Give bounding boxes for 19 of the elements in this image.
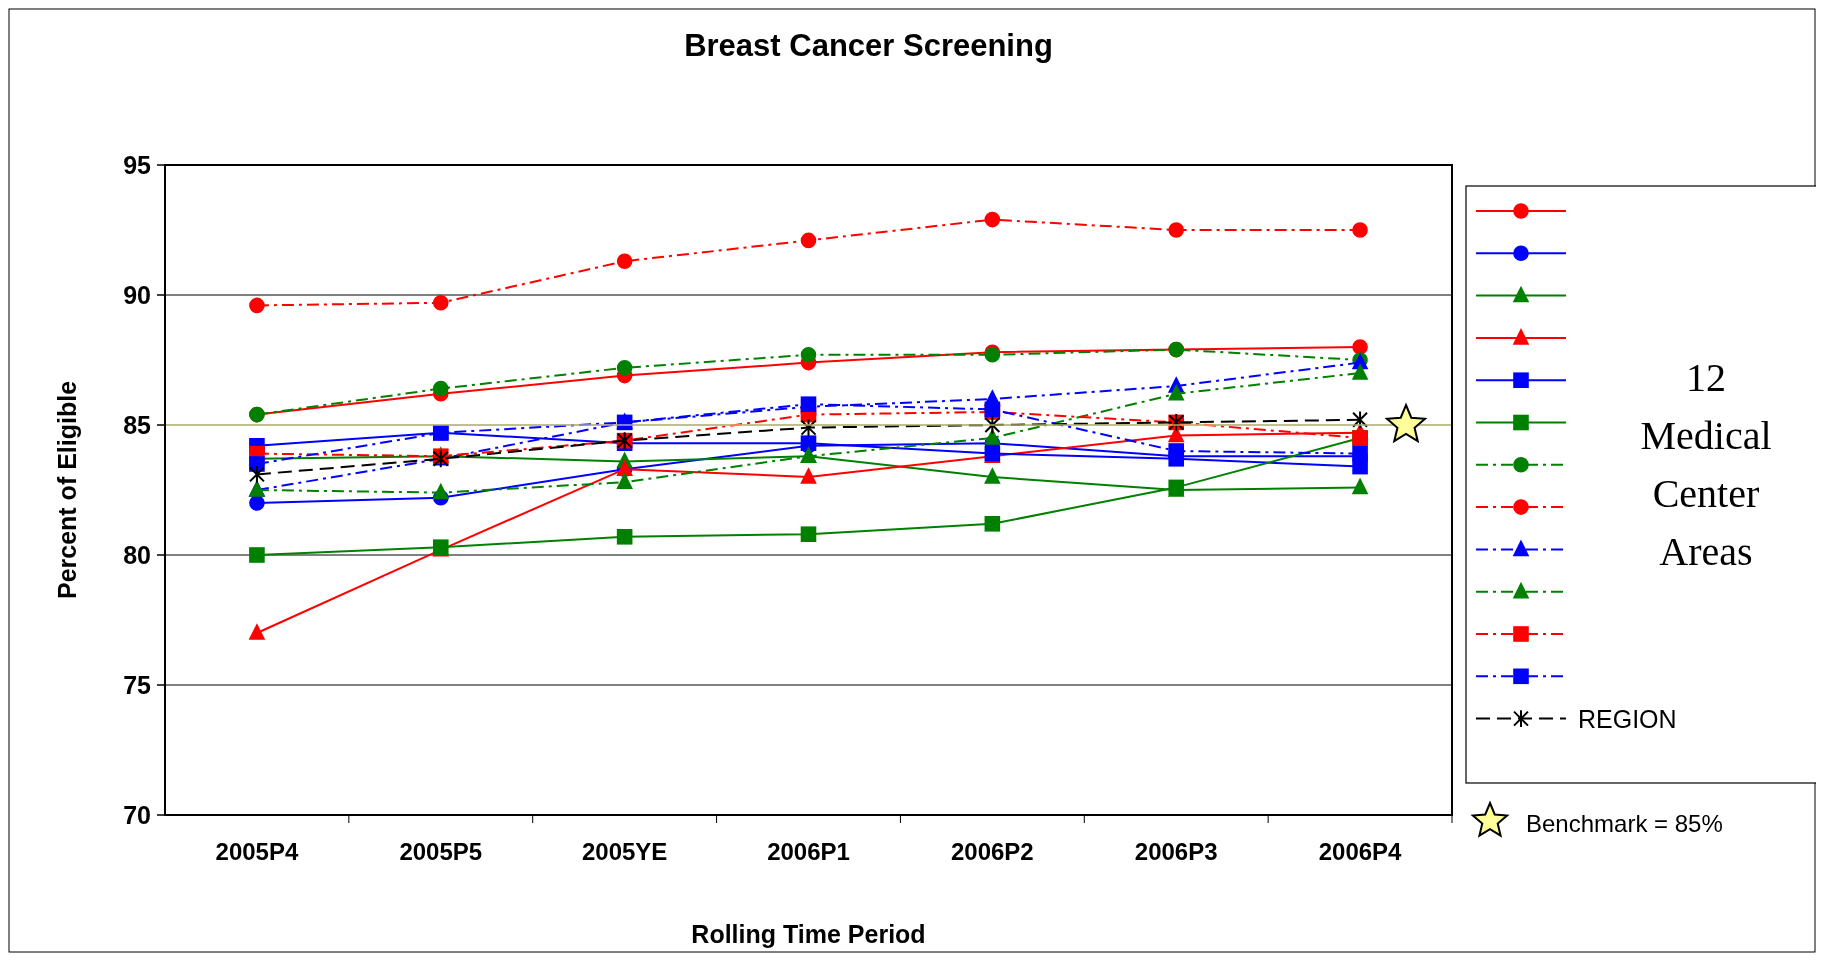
x-tick-label: 2005P5 — [399, 838, 483, 865]
x-tick-label: 2006P2 — [950, 838, 1034, 865]
y-tick-label: 75 — [123, 671, 152, 699]
legend-label: Benchmark = 85% — [1526, 810, 1723, 837]
x-tick-label: 2006P4 — [1318, 838, 1403, 865]
legend-label: REGION — [1578, 704, 1677, 733]
x-tick-label: 2006P1 — [767, 838, 850, 865]
x-tick-label: 2005YE — [581, 838, 668, 865]
y-tick-label: 80 — [123, 541, 151, 569]
chart-title: Breast Cancer Screening — [684, 28, 1053, 63]
text: 12 Medical Center Areas — [1640, 355, 1772, 574]
x-tick-label: 2005P4 — [215, 838, 299, 865]
y-tick-label: 85 — [123, 411, 152, 439]
y-tick-label: 70 — [123, 801, 151, 829]
y-axis-title: Percent of Eligible — [53, 380, 81, 600]
y-tick-label: 90 — [123, 281, 151, 309]
x-tick-label: 2006P3 — [1134, 838, 1218, 865]
y-tick-label: 95 — [123, 151, 152, 179]
x-axis-title: Rolling Time Period — [691, 920, 926, 948]
